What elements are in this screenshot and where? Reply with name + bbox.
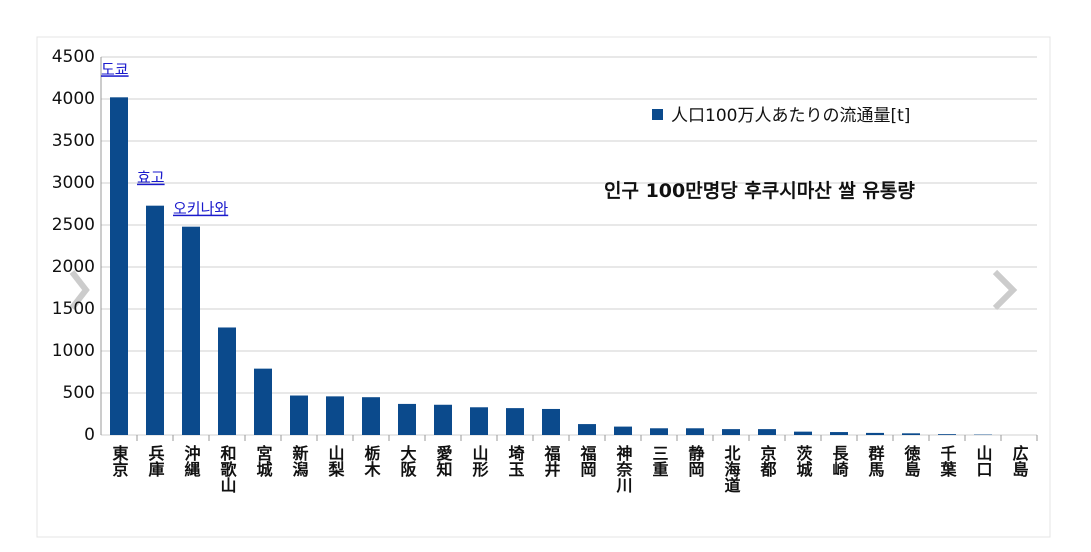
x-tick-label: 新潟 bbox=[290, 444, 309, 478]
y-tick-label: 500 bbox=[63, 383, 95, 403]
x-tick-label: 福岡 bbox=[578, 444, 598, 478]
y-tick-label: 2500 bbox=[52, 215, 95, 235]
bar bbox=[326, 396, 344, 435]
x-tick-label: 福井 bbox=[542, 444, 562, 478]
bar bbox=[830, 432, 848, 435]
x-tick-label: 兵庫 bbox=[146, 444, 165, 478]
bar bbox=[794, 431, 812, 435]
x-tick-label: 山口 bbox=[974, 445, 993, 477]
x-tick-label: 静岡 bbox=[686, 444, 705, 478]
legend-label: 人口100万人あたりの流通量[t] bbox=[671, 106, 911, 126]
x-tick-label: 栃木 bbox=[362, 444, 382, 478]
bar bbox=[110, 97, 128, 435]
y-tick-label: 1500 bbox=[52, 299, 95, 319]
x-tick-label: 千葉 bbox=[938, 445, 958, 478]
y-tick-label: 4000 bbox=[52, 89, 95, 109]
x-tick-label: 三重 bbox=[650, 445, 669, 477]
bar bbox=[614, 426, 632, 435]
x-tick-label: 山形 bbox=[470, 445, 489, 478]
next-arrow[interactable] bbox=[992, 269, 1018, 311]
bar bbox=[362, 397, 380, 435]
prev-arrow[interactable] bbox=[69, 270, 90, 310]
legend: 人口100万人あたりの流通量[t] bbox=[652, 106, 1012, 126]
bar bbox=[434, 404, 452, 435]
x-tick-label: 埼玉 bbox=[506, 444, 525, 477]
bar bbox=[506, 408, 524, 435]
x-tick-label: 沖縄 bbox=[182, 444, 201, 478]
y-tick-label: 1000 bbox=[52, 341, 95, 361]
x-tick-label: 徳島 bbox=[902, 444, 922, 478]
y-tick-label: 3500 bbox=[52, 131, 95, 151]
bar bbox=[650, 428, 668, 435]
y-tick-label: 2000 bbox=[52, 257, 95, 277]
x-tick-label: 群馬 bbox=[866, 444, 885, 478]
annotation: 오키나와 bbox=[173, 200, 228, 218]
x-tick-label: 宮城 bbox=[254, 444, 273, 478]
bar bbox=[290, 395, 308, 435]
y-tick-label: 4500 bbox=[52, 47, 95, 67]
x-tick-label: 神奈川 bbox=[614, 444, 634, 494]
x-tick-label: 大阪 bbox=[398, 444, 417, 478]
bar bbox=[758, 429, 776, 435]
x-tick-label: 京都 bbox=[758, 444, 778, 478]
x-tick-label: 広島 bbox=[1010, 444, 1029, 478]
bar bbox=[254, 368, 272, 435]
bar bbox=[470, 407, 488, 435]
bar bbox=[938, 434, 956, 435]
x-tick-label: 東京 bbox=[110, 444, 129, 478]
x-tick-label: 山梨 bbox=[326, 445, 346, 478]
bar bbox=[578, 424, 596, 435]
bar bbox=[902, 433, 920, 435]
bar bbox=[398, 403, 416, 435]
bar bbox=[686, 428, 704, 435]
y-tick-label: 3000 bbox=[52, 173, 95, 193]
x-tick-label: 長崎 bbox=[830, 445, 849, 478]
x-tick-label: 茨城 bbox=[794, 444, 813, 478]
annotation: 도쿄 bbox=[101, 60, 129, 78]
bar bbox=[722, 429, 740, 435]
x-tick-label: 北海道 bbox=[722, 445, 741, 493]
subtitle: 인구 100만명당 후쿠시마산 쌀 유통량 bbox=[604, 180, 915, 202]
chart-frame bbox=[36, 36, 1051, 538]
legend-swatch bbox=[652, 109, 663, 120]
bar bbox=[218, 327, 236, 435]
bar bbox=[182, 226, 200, 435]
x-tick-label: 和歌山 bbox=[218, 444, 237, 493]
x-tick-label: 愛知 bbox=[434, 444, 453, 478]
annotation: 효고 bbox=[137, 169, 165, 187]
bar bbox=[146, 205, 164, 435]
y-tick-label: 0 bbox=[84, 425, 95, 445]
bar bbox=[542, 408, 560, 435]
bar bbox=[866, 432, 884, 435]
